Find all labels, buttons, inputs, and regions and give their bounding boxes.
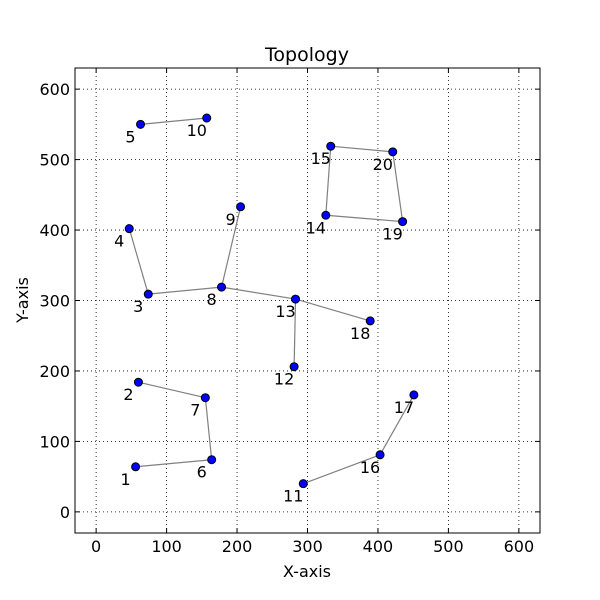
x-tick-label: 300 — [292, 537, 323, 556]
x-tick-label: 500 — [433, 537, 464, 556]
edge-13-18 — [295, 298, 371, 322]
edge-19-14 — [325, 214, 403, 223]
node-19 — [398, 217, 408, 227]
node-label-17: 17 — [394, 398, 414, 417]
node-label-6: 6 — [197, 463, 207, 482]
node-2 — [133, 377, 143, 387]
node-10 — [202, 113, 212, 123]
x-tick-label: 0 — [91, 537, 101, 556]
x-tick-label: 400 — [363, 537, 394, 556]
node-13 — [291, 294, 301, 304]
edge-3-8 — [148, 286, 222, 295]
node-15 — [326, 141, 336, 151]
node-label-5: 5 — [125, 127, 135, 146]
edge-6-7 — [204, 397, 213, 460]
node-label-3: 3 — [133, 297, 143, 316]
node-20 — [388, 147, 398, 157]
edge-16-17 — [379, 394, 415, 456]
node-8 — [217, 282, 227, 292]
edge-15-20 — [330, 145, 393, 153]
node-label-14: 14 — [306, 218, 326, 237]
node-5 — [136, 119, 146, 129]
node-16 — [375, 450, 385, 460]
y-tick-label: 300 — [39, 292, 70, 311]
node-7 — [200, 393, 210, 403]
node-18 — [365, 316, 375, 326]
y-tick-label: 600 — [39, 80, 70, 99]
y-tick-label: 400 — [39, 221, 70, 240]
ticks — [75, 68, 540, 533]
node-label-1: 1 — [120, 470, 130, 489]
edge-5-10 — [140, 117, 207, 125]
x-tick-labels: 0 100 200 300 400 500 600 — [91, 537, 534, 556]
node-label-8: 8 — [206, 290, 216, 309]
y-tick-label: 0 — [60, 503, 70, 522]
y-tick-labels: 0 100 200 300 400 500 600 — [39, 80, 70, 522]
node-label-9: 9 — [225, 210, 235, 229]
node-label-16: 16 — [360, 458, 380, 477]
node-11 — [298, 479, 308, 489]
node-label-7: 7 — [190, 401, 200, 420]
node-label-19: 19 — [382, 225, 402, 244]
node-label-20: 20 — [373, 155, 393, 174]
y-tick-label: 100 — [39, 432, 70, 451]
node-1 — [131, 462, 141, 472]
edge-14-15 — [325, 146, 332, 216]
x-tick-label: 200 — [222, 537, 253, 556]
node-3 — [143, 289, 153, 299]
node-label-12: 12 — [274, 370, 294, 389]
node-6 — [207, 455, 217, 465]
edge-1-6 — [135, 459, 212, 468]
x-tick-label: 600 — [504, 537, 535, 556]
node-12 — [289, 362, 299, 372]
edge-7-2 — [138, 381, 206, 399]
edge-13-12 — [293, 299, 297, 367]
chart-title: Topology — [264, 44, 349, 66]
edge-8-9 — [220, 206, 242, 288]
x-tick-label: 100 — [151, 537, 182, 556]
node-17 — [409, 390, 419, 400]
grid — [75, 68, 540, 533]
y-tick-label: 500 — [39, 151, 70, 170]
nodes — [124, 113, 419, 489]
edge-11-16 — [303, 454, 381, 485]
node-9 — [236, 202, 246, 212]
edge-20-19 — [392, 151, 404, 222]
y-tick-label: 200 — [39, 362, 70, 381]
node-label-15: 15 — [311, 149, 331, 168]
node-14 — [321, 210, 331, 220]
node-label-2: 2 — [123, 385, 133, 404]
node-label-18: 18 — [350, 324, 370, 343]
y-axis-title: Y-axis — [13, 277, 32, 324]
node-label-11: 11 — [283, 487, 303, 506]
node-4 — [124, 224, 134, 234]
node-label-10: 10 — [187, 121, 207, 140]
node-label-13: 13 — [275, 302, 295, 321]
edge-4-3 — [128, 228, 149, 295]
edge-8-13 — [221, 286, 296, 300]
edges — [128, 117, 415, 485]
x-axis-title: X-axis — [283, 562, 331, 581]
node-label-4: 4 — [114, 232, 124, 251]
